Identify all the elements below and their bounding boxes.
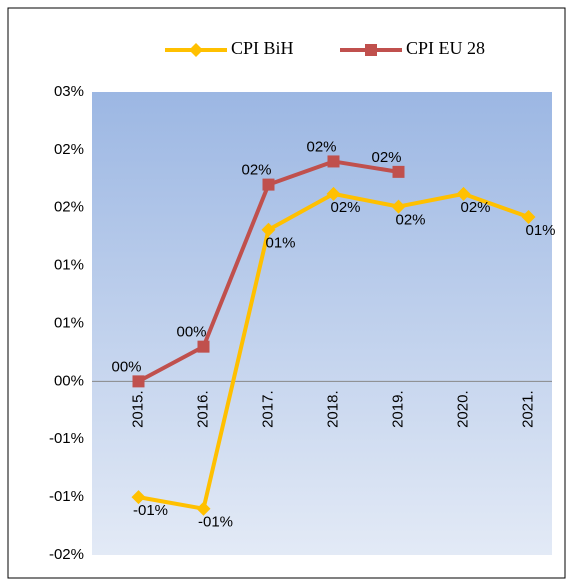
y-tick-label: 02%	[54, 199, 84, 216]
point-marker	[391, 199, 406, 214]
y-tick-label: -02%	[49, 546, 84, 563]
x-tick-label: 2020.	[454, 390, 471, 428]
data-label: 02%	[460, 199, 490, 216]
point-marker	[365, 44, 377, 56]
y-tick-label: 01%	[54, 257, 84, 274]
data-label: -01%	[133, 502, 168, 519]
x-tick-label: 2018.	[324, 390, 341, 428]
point-marker	[392, 165, 405, 178]
data-label: 02%	[371, 149, 401, 166]
y-tick-label: 02%	[54, 141, 84, 158]
plot-area	[92, 92, 552, 555]
point-marker	[456, 186, 471, 201]
data-label: 02%	[395, 212, 425, 229]
x-tick-label: 2015.	[129, 390, 146, 428]
data-label: 00%	[176, 324, 206, 341]
y-tick-label: 01%	[54, 314, 84, 331]
legend-label: CPI EU 28	[406, 38, 485, 58]
data-label: -01%	[198, 514, 233, 531]
data-label: 02%	[330, 199, 360, 216]
x-tick-label: 2016.	[194, 390, 211, 428]
point-marker	[131, 490, 146, 505]
point-marker	[197, 340, 210, 353]
legend-label: CPI BiH	[231, 38, 294, 58]
point-marker	[327, 155, 340, 168]
data-label: 02%	[241, 162, 271, 179]
point-marker	[261, 222, 276, 237]
data-label: 01%	[525, 222, 555, 239]
point-marker	[521, 210, 536, 225]
point-marker	[196, 501, 211, 516]
point-marker	[326, 186, 341, 201]
data-label: 00%	[111, 358, 141, 375]
y-tick-label: -01%	[49, 488, 84, 505]
point-marker	[132, 375, 145, 388]
point-marker	[262, 178, 275, 191]
y-tick-label: 00%	[54, 372, 84, 389]
data-label: 01%	[265, 235, 295, 252]
y-tick-label: 03%	[54, 83, 84, 100]
point-marker	[189, 43, 203, 57]
data-label: 02%	[306, 138, 336, 155]
x-tick-label: 2017.	[259, 390, 276, 428]
x-tick-label: 2019.	[389, 390, 406, 428]
x-tick-label: 2021.	[519, 390, 536, 428]
y-tick-label: -01%	[49, 430, 84, 447]
